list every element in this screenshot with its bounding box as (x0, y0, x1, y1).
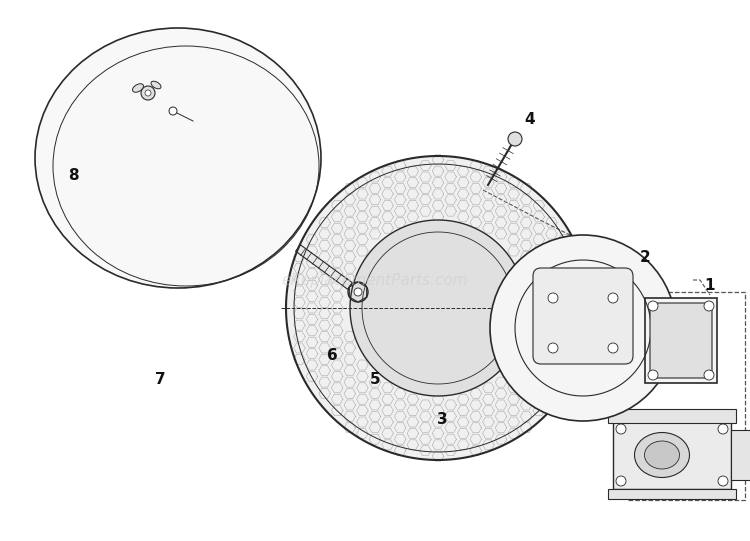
Circle shape (704, 301, 714, 311)
Text: eReplacementParts.com: eReplacementParts.com (282, 273, 468, 287)
Bar (608, 489, 736, 499)
Circle shape (616, 424, 626, 434)
Text: 2: 2 (640, 250, 650, 266)
Circle shape (648, 370, 658, 380)
Text: 8: 8 (68, 168, 78, 182)
Circle shape (718, 476, 728, 486)
Circle shape (548, 343, 558, 353)
Bar (645, 298, 717, 383)
Ellipse shape (644, 441, 680, 469)
Circle shape (608, 293, 618, 303)
FancyBboxPatch shape (650, 303, 712, 378)
Ellipse shape (133, 84, 143, 93)
FancyBboxPatch shape (533, 268, 633, 364)
Circle shape (350, 220, 526, 396)
Circle shape (718, 424, 728, 434)
Circle shape (648, 301, 658, 311)
Text: 4: 4 (525, 113, 536, 128)
Circle shape (141, 86, 155, 100)
Ellipse shape (35, 28, 321, 288)
Circle shape (169, 107, 177, 115)
Bar (613, 421, 731, 489)
Text: 1: 1 (705, 278, 716, 293)
Ellipse shape (151, 81, 161, 89)
Text: 3: 3 (436, 412, 447, 427)
Circle shape (354, 288, 362, 296)
Text: 6: 6 (327, 347, 338, 362)
Text: 5: 5 (370, 373, 380, 387)
Circle shape (548, 293, 558, 303)
Circle shape (145, 90, 151, 96)
Polygon shape (296, 245, 352, 289)
Circle shape (508, 132, 522, 146)
Circle shape (286, 156, 590, 460)
Text: 7: 7 (154, 373, 165, 387)
Circle shape (348, 282, 368, 302)
Bar (731, 430, 750, 480)
Circle shape (608, 343, 618, 353)
Bar (608, 409, 736, 423)
Circle shape (490, 235, 676, 421)
Ellipse shape (634, 432, 689, 478)
Circle shape (704, 370, 714, 380)
Circle shape (616, 476, 626, 486)
